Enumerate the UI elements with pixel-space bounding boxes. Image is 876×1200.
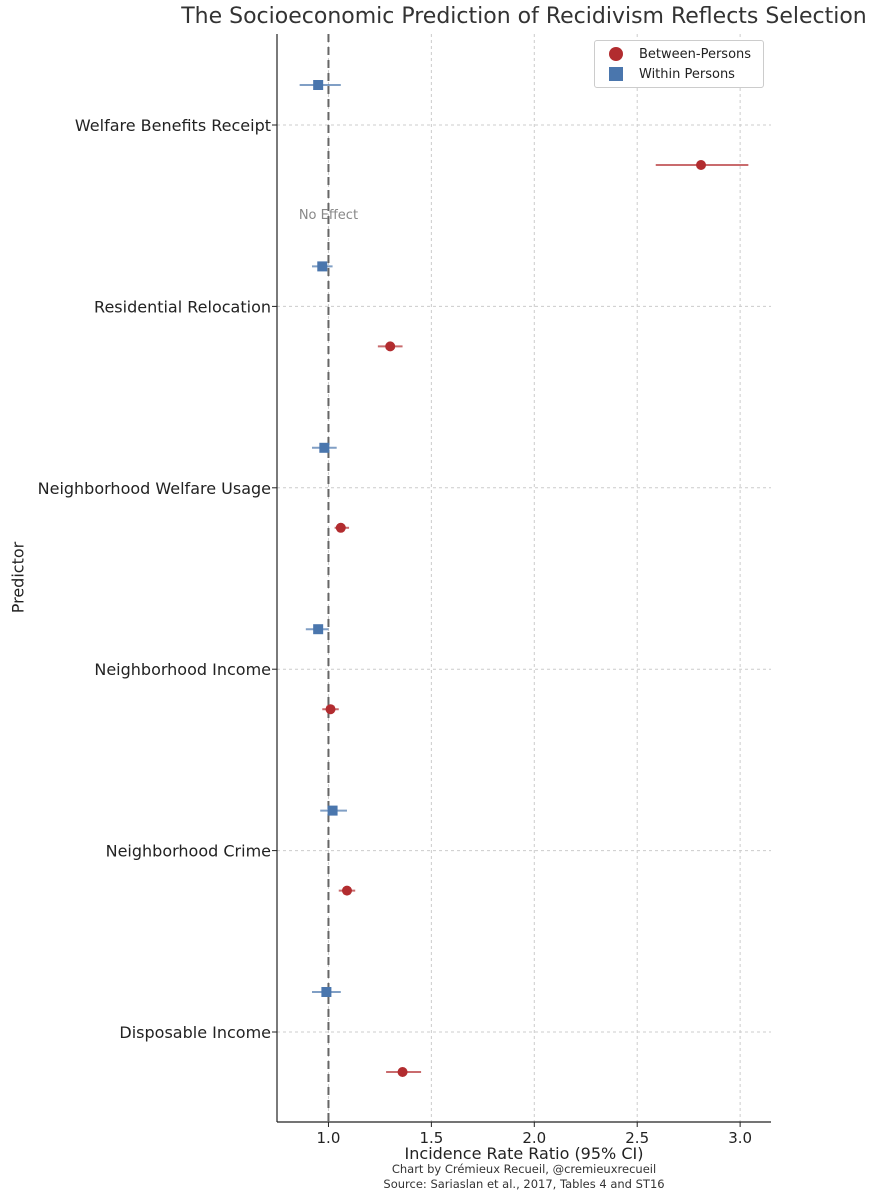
between-persons-point	[696, 160, 707, 170]
chart-title: The Socioeconomic Prediction of Recidivi…	[181, 4, 867, 29]
x-tick-label: 2.5	[625, 1129, 649, 1147]
between-persons-point	[341, 885, 352, 896]
x-axis-label: Incidence Rate Ratio (95% CI)	[404, 1144, 644, 1163]
legend-item-within: Within Persons	[595, 64, 735, 84]
chart-source: Source: Sariaslan et al., 2017, Tables 4…	[383, 1177, 665, 1191]
within-persons-point	[313, 80, 324, 90]
legend-label-within: Within Persons	[639, 66, 735, 82]
within-persons-point	[319, 442, 330, 453]
y-tick-label: Disposable Income	[119, 1023, 271, 1042]
legend-item-between: Between-Persons	[595, 44, 751, 64]
y-tick-label: Welfare Benefits Receipt	[75, 116, 271, 135]
within-persons-point	[321, 987, 332, 997]
x-tick-label: 3.0	[728, 1129, 752, 1147]
legend-label-between: Between-Persons	[639, 46, 752, 62]
within-persons-point	[317, 261, 328, 272]
within-persons-point	[327, 805, 338, 816]
y-tick-label: Neighborhood Income	[94, 660, 271, 679]
x-tick-label: 1.0	[317, 1129, 341, 1147]
chart-credit: Chart by Crémieux Recueil, @cremieuxrecu…	[391, 1162, 657, 1176]
between-persons-point	[335, 522, 346, 533]
legend: Between-Persons Within Persons	[594, 40, 764, 88]
y-tick-label: Neighborhood Crime	[106, 842, 271, 861]
legend-circle-marker	[609, 47, 623, 61]
legend-square-marker	[609, 67, 623, 81]
between-persons-point	[325, 704, 336, 715]
x-tick-label: 2.0	[522, 1129, 546, 1147]
x-tick-label: 1.5	[419, 1129, 443, 1147]
y-tick-label: Neighborhood Welfare Usage	[38, 479, 271, 498]
between-persons-point	[385, 341, 396, 352]
within-persons-point	[313, 624, 324, 635]
no-effect-label: No Effect	[299, 208, 358, 223]
y-tick-label: Residential Relocation	[94, 297, 271, 316]
between-persons-point	[397, 1067, 408, 1077]
